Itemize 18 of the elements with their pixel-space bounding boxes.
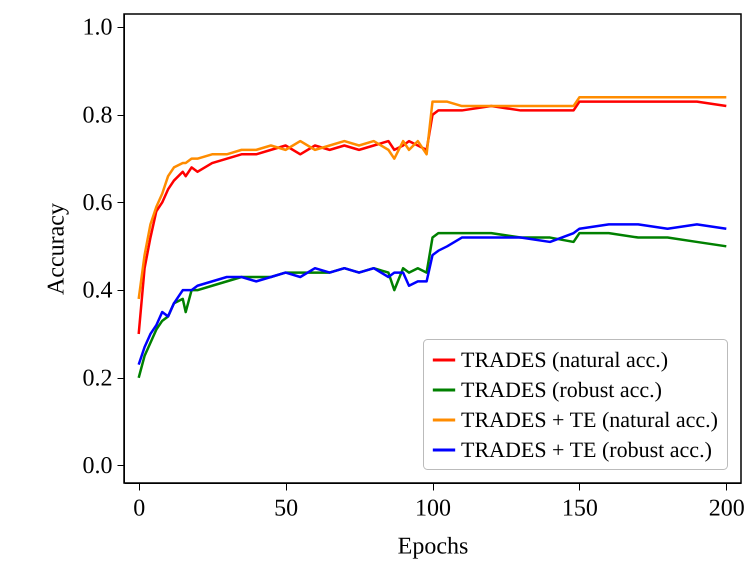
x-tick-label: 200	[708, 496, 745, 522]
x-tick-label: 150	[562, 496, 598, 522]
x-tick-label: 0	[133, 496, 146, 522]
legend-label: TRADES (natural acc.)	[461, 347, 668, 372]
y-tick-label: 0.8	[82, 102, 112, 128]
x-tick-label: 100	[415, 496, 451, 522]
x-tick-label: 50	[274, 496, 298, 522]
line-series	[137, 96, 728, 300]
y-tick-label: 1.0	[82, 14, 112, 41]
y-tick-label: 0.6	[82, 190, 112, 216]
x-axis-title: Epochs	[398, 534, 468, 560]
y-tick-label: 0.4	[82, 278, 112, 304]
legend-label: TRADES + TE (robust acc.)	[461, 437, 712, 462]
y-tick-label: 0.2	[82, 365, 112, 392]
legend-label: TRADES (robust acc.)	[461, 377, 662, 402]
y-tick-label: 0.0	[82, 452, 112, 479]
legend-label: TRADES + TE (natural acc.)	[461, 407, 718, 432]
y-axis-title: Accuracy	[44, 203, 70, 295]
